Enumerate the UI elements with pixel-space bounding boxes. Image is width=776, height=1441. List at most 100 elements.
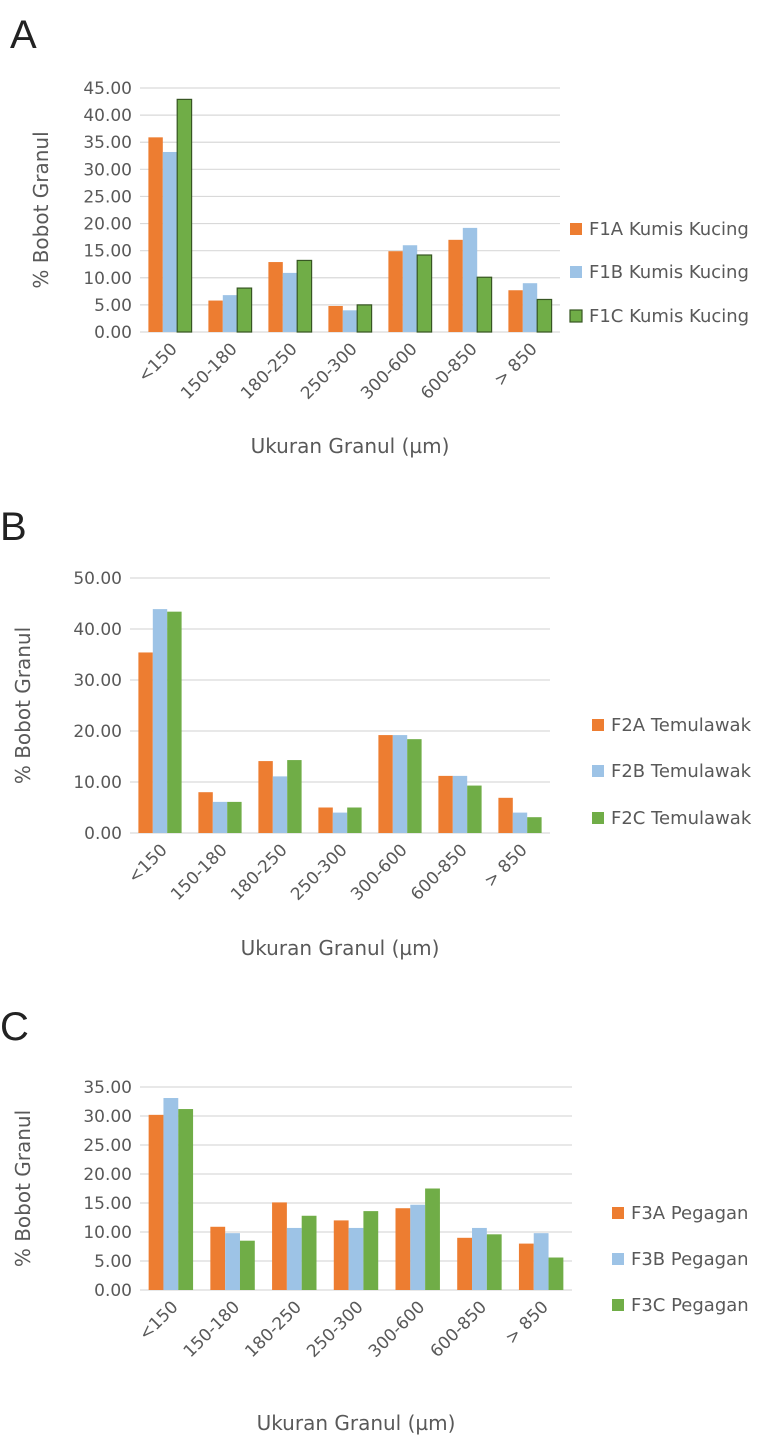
chart-3-bar xyxy=(225,1233,240,1290)
chart-2-bar xyxy=(318,807,333,833)
chart-1-bar xyxy=(342,310,358,332)
chart-2-y-tick-label: 30.00 xyxy=(73,671,122,691)
chart-1-x-axis-title: Ukuran Granul (µm) xyxy=(251,434,450,458)
chart-2-legend-swatch xyxy=(592,812,604,824)
chart-1-bar xyxy=(476,276,493,333)
chart-2-legend-swatch xyxy=(592,765,604,777)
chart-3-bar xyxy=(178,1109,194,1290)
chart-1-bar xyxy=(282,272,298,332)
chart-3-legend-label: F3C Pegagan xyxy=(631,1295,749,1316)
chart-3-x-tick-label: 180-250 xyxy=(241,1297,305,1361)
chart-3-y-axis-title: % Bobot Granul xyxy=(11,1110,35,1267)
chart-3-y-tick-label: 15.00 xyxy=(83,1194,132,1214)
chart-2-legend-label: F2A Temulawak xyxy=(611,715,752,736)
chart-2-x-tick-label: 250-300 xyxy=(287,840,351,904)
chart-3-bar xyxy=(348,1227,364,1290)
chart-3-y-tick-label: 25.00 xyxy=(83,1136,132,1156)
chart-3-bar xyxy=(272,1202,287,1290)
chart-1-legend-swatch xyxy=(570,266,582,278)
chart-1-x-tick-label: 300-600 xyxy=(357,339,421,403)
chart-2-bar xyxy=(438,775,453,833)
chart-1-bar xyxy=(416,254,433,333)
chart-1-y-tick-label: 25.00 xyxy=(83,187,132,207)
chart-1-y-tick-label: 15.00 xyxy=(83,242,132,262)
chart-2-bar xyxy=(467,785,482,833)
chart-3-bar xyxy=(286,1227,302,1290)
chart-2-bar xyxy=(258,761,273,833)
chart-2-bar xyxy=(152,609,168,833)
chart-2-bar xyxy=(347,807,362,833)
chart-3-bar xyxy=(363,1211,379,1290)
chart-3-bar xyxy=(333,1220,349,1290)
chart-1-bar xyxy=(448,239,463,332)
chart-3-bar xyxy=(239,1240,255,1290)
chart-1-bar xyxy=(208,300,223,332)
chart-1-bar xyxy=(162,151,178,332)
chart-2-legend-label: F2C Temulawak xyxy=(611,808,752,829)
chart-3-bar xyxy=(163,1098,179,1290)
chart-2-bar xyxy=(332,812,348,833)
chart-3-bar xyxy=(410,1204,426,1290)
chart-2-bar xyxy=(512,812,528,833)
chart-1-bar xyxy=(268,262,283,332)
chart-1-y-tick-label: 5.00 xyxy=(94,296,132,316)
chart-1-y-tick-label: 20.00 xyxy=(83,215,132,235)
chart-3-y-tick-label: 20.00 xyxy=(83,1165,132,1185)
chart-2-x-tick-label: 150-180 xyxy=(167,840,231,904)
chart-3-x-tick-label: 250-300 xyxy=(303,1297,367,1361)
chart-1-bar xyxy=(356,304,373,333)
chart-2-bar xyxy=(272,776,288,833)
chart-3-bar xyxy=(301,1215,317,1290)
chart-1-bar xyxy=(148,137,163,332)
chart-1-bar xyxy=(536,298,553,333)
chart-3-bar xyxy=(472,1227,487,1290)
chart-1-bar xyxy=(508,290,523,332)
chart-3-legend-swatch xyxy=(612,1253,624,1265)
chart-1-legend-label: F1A Kumis Kucing xyxy=(589,219,749,240)
chart-2-y-tick-label: 20.00 xyxy=(73,722,122,742)
chart-1-bar xyxy=(328,305,343,332)
chart-2-bar xyxy=(392,735,408,833)
chart-1-bar xyxy=(296,259,313,333)
chart-1-y-tick-label: 35.00 xyxy=(83,133,132,153)
chart-3-legend-label: F3B Pegagan xyxy=(631,1249,748,1270)
chart-3-y-tick-label: 5.00 xyxy=(94,1252,132,1272)
chart-3-bar xyxy=(457,1237,473,1290)
chart-2-x-tick-label: 300-600 xyxy=(347,840,411,904)
chart-1-x-tick-label: 150-180 xyxy=(177,339,241,403)
chart-2-legend-swatch xyxy=(592,719,604,731)
chart-1-bar xyxy=(522,283,538,332)
chart-2-bar xyxy=(167,611,182,833)
chart-3-bar xyxy=(395,1208,411,1290)
chart-2-bar xyxy=(287,760,302,833)
chart-1-panel-label: A xyxy=(10,13,37,57)
chart-1-y-tick-label: 30.00 xyxy=(83,160,132,180)
chart-2-y-tick-label: 10.00 xyxy=(73,773,122,793)
chart-1-x-tick-label: <150 xyxy=(134,339,181,386)
chart-1-y-tick-label: 10.00 xyxy=(83,269,132,289)
chart-2-bar xyxy=(138,652,153,833)
chart-3-legend-swatch xyxy=(612,1299,624,1311)
chart-1-x-tick-label: 600-850 xyxy=(417,339,481,403)
chart-2-bar xyxy=(452,775,468,833)
chart-1-x-tick-label: 250-300 xyxy=(297,339,361,403)
chart-1-legend-swatch xyxy=(570,223,582,235)
chart-3-legend-label: F3A Pegagan xyxy=(631,1203,748,1224)
chart-3-bar xyxy=(533,1233,549,1290)
chart-3-bar xyxy=(210,1226,226,1290)
chart-3-bar xyxy=(148,1114,164,1290)
chart-3-y-tick-label: 0.00 xyxy=(94,1281,132,1301)
chart-1-legend-swatch xyxy=(569,309,583,323)
chart-3-bar xyxy=(548,1257,564,1290)
chart-2-bar xyxy=(407,739,422,833)
chart-1-bar xyxy=(222,295,238,332)
chart-1-x-tick-label: > 850 xyxy=(491,339,542,390)
chart-1-bar xyxy=(388,251,403,332)
chart-3-x-tick-label: > 850 xyxy=(502,1297,553,1348)
chart-3-y-tick-label: 35.00 xyxy=(83,1078,132,1098)
chart-3-bar xyxy=(425,1188,440,1290)
chart-2-legend-label: F2B Temulawak xyxy=(611,761,752,782)
chart-1-bar xyxy=(402,245,418,332)
chart-3-legend-swatch xyxy=(612,1207,624,1219)
